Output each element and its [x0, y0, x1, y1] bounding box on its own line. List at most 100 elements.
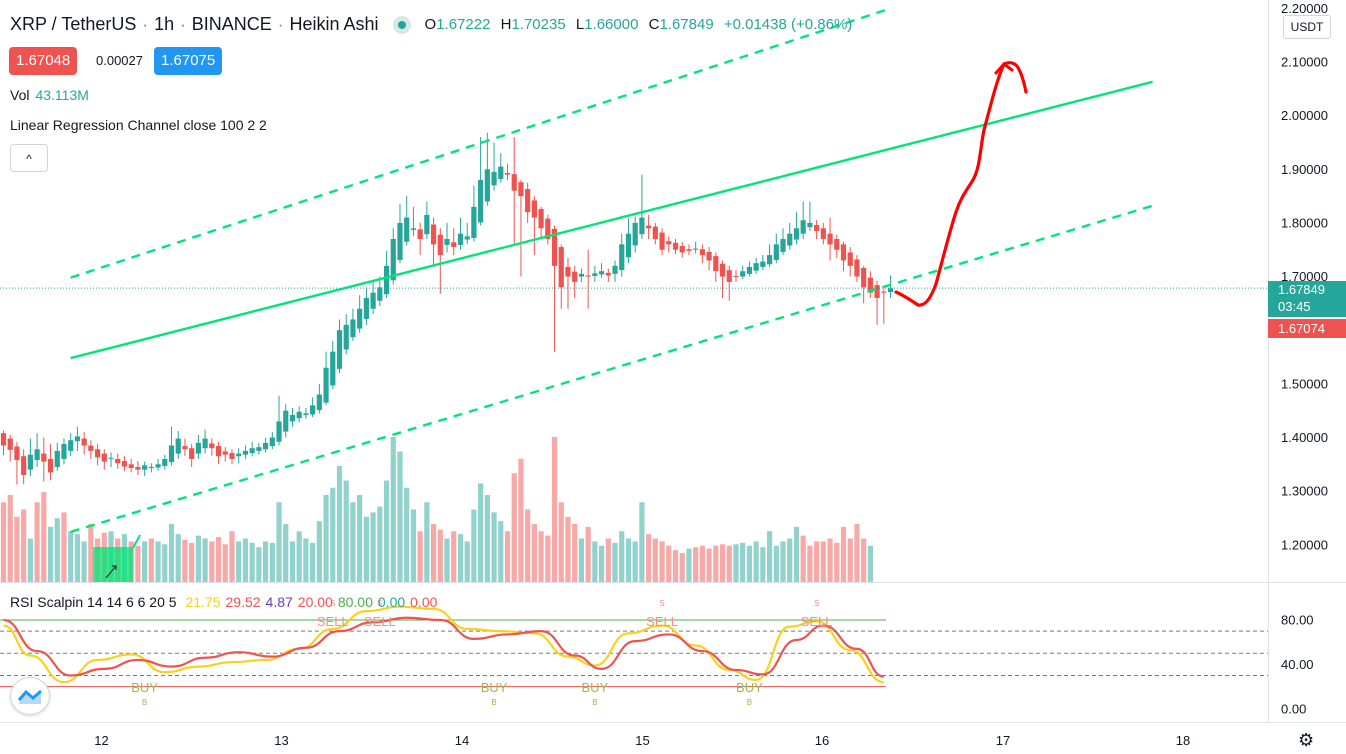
- price-tick-label: 1.90000: [1281, 162, 1328, 177]
- candle-body: [61, 443, 67, 459]
- candle-body: [444, 239, 450, 245]
- buy-signal-label: BUY: [481, 680, 508, 695]
- interval-label[interactable]: 1h: [154, 14, 175, 34]
- candle-body: [780, 239, 786, 252]
- buy-signal-label: BUY: [736, 680, 763, 695]
- price-tick-label: 1.50000: [1281, 376, 1328, 391]
- ohlc-values: O1.67222 H1.70235 L1.66000 C1.67849 +0.0…: [425, 16, 859, 33]
- chart-wave-icon[interactable]: [10, 677, 50, 715]
- volume-bar: [793, 526, 800, 582]
- volume-bar: [659, 541, 665, 582]
- candle-body: [491, 171, 497, 186]
- volume-bar: [47, 526, 54, 582]
- candle-body: [397, 222, 403, 260]
- candle-body: [74, 436, 81, 442]
- candle-body: [619, 244, 625, 271]
- candle-body: [108, 457, 114, 459]
- regression-center-line: [70, 80, 1153, 360]
- volume-legend[interactable]: Vol 43.113M: [10, 87, 89, 103]
- volume-bar: [209, 541, 215, 582]
- volume-bar: [182, 539, 188, 582]
- candle-body: [766, 255, 773, 265]
- volume-bar: [457, 534, 464, 582]
- volume-bar: [202, 538, 208, 582]
- candle-body: [222, 451, 228, 455]
- candle-body: [269, 437, 275, 447]
- volume-bar: [336, 466, 343, 582]
- candle-body: [142, 465, 148, 470]
- candle-body: [840, 244, 847, 261]
- candle-body: [881, 291, 887, 293]
- volume-bar: [531, 524, 537, 582]
- candle-body: [740, 271, 746, 277]
- volume-bar: [242, 538, 249, 582]
- volume-bar: [746, 545, 753, 582]
- regression-lower-line: [70, 204, 1153, 534]
- volume-bar: [504, 531, 511, 582]
- regression-channel-legend[interactable]: Linear Regression Channel close 100 2 2: [10, 117, 267, 133]
- candle-body: [746, 266, 753, 274]
- rsi-values: 21.75 29.52 4.87 20.00 80.00 0.00 0.00: [185, 594, 442, 610]
- candle-body: [215, 446, 222, 457]
- volume-bar: [598, 545, 605, 582]
- candle-body: [511, 174, 517, 191]
- open-value: 1.67222: [436, 16, 491, 33]
- volume-bar: [572, 524, 578, 582]
- buy-price-button[interactable]: 1.67075: [154, 47, 223, 75]
- sell-signal-label: SELL: [646, 614, 678, 629]
- rsi-slow-line: [3, 616, 885, 678]
- volume-bar: [262, 541, 269, 582]
- volume-bar: [222, 544, 228, 582]
- volume-bar: [773, 545, 779, 582]
- volume-bar: [733, 544, 739, 582]
- volume-label: Vol: [10, 87, 30, 103]
- candle-body: [336, 330, 343, 369]
- candle-body: [363, 298, 369, 319]
- gear-icon[interactable]: ⚙: [1298, 730, 1315, 750]
- candle-body: [377, 287, 383, 301]
- candle-body: [807, 222, 813, 228]
- candle-body: [182, 446, 188, 450]
- volume-bar: [551, 437, 558, 582]
- volume-bar: [484, 495, 490, 582]
- volume-bar: [437, 529, 443, 582]
- rsi-legend[interactable]: RSI Scalpin 14 14 6 6 20 5 21.75 29.52 4.8…: [10, 594, 447, 610]
- volume-bar: [861, 538, 867, 582]
- high-value: 1.70235: [511, 16, 566, 33]
- candle-body: [7, 438, 13, 450]
- volume-bar: [61, 512, 67, 582]
- candle-body: [323, 367, 329, 403]
- chart-style-label[interactable]: Heikin Ashi: [289, 14, 379, 34]
- symbol-name[interactable]: XRP / TetherUS: [10, 14, 137, 34]
- candle-body: [592, 273, 598, 277]
- symbol-legend: XRP / TetherUS · 1h · BINANCE · Heikin A…: [10, 14, 858, 35]
- currency-selector[interactable]: USDT: [1283, 15, 1331, 39]
- volume-bar: [719, 544, 726, 582]
- candle-body: [646, 225, 652, 229]
- collapse-indicators-button[interactable]: ^: [10, 144, 48, 172]
- sell-signal-mark: S: [330, 599, 335, 608]
- candle-body: [289, 414, 296, 422]
- candle-body: [283, 410, 289, 432]
- volume-bar: [189, 542, 195, 582]
- volume-bar: [518, 458, 524, 582]
- volume-bar: [625, 538, 632, 582]
- volume-bar: [800, 535, 806, 582]
- candle-body: [451, 242, 457, 248]
- rsi-tick-label: 40.00: [1281, 657, 1314, 672]
- volume-bar: [14, 516, 20, 582]
- candle-body: [827, 233, 833, 245]
- volume-bar: [834, 542, 840, 582]
- candle-body: [578, 273, 585, 277]
- candle-body: [330, 351, 336, 386]
- separator: ·: [277, 14, 284, 34]
- volume-bar: [195, 535, 201, 582]
- volume-bar: [81, 541, 87, 582]
- candle-body: [296, 411, 302, 419]
- market-open-icon: [392, 15, 411, 34]
- candle-body: [256, 447, 262, 451]
- candle-body: [464, 236, 470, 240]
- volume-bar: [807, 545, 813, 582]
- sell-price-button[interactable]: 1.67048: [9, 47, 78, 75]
